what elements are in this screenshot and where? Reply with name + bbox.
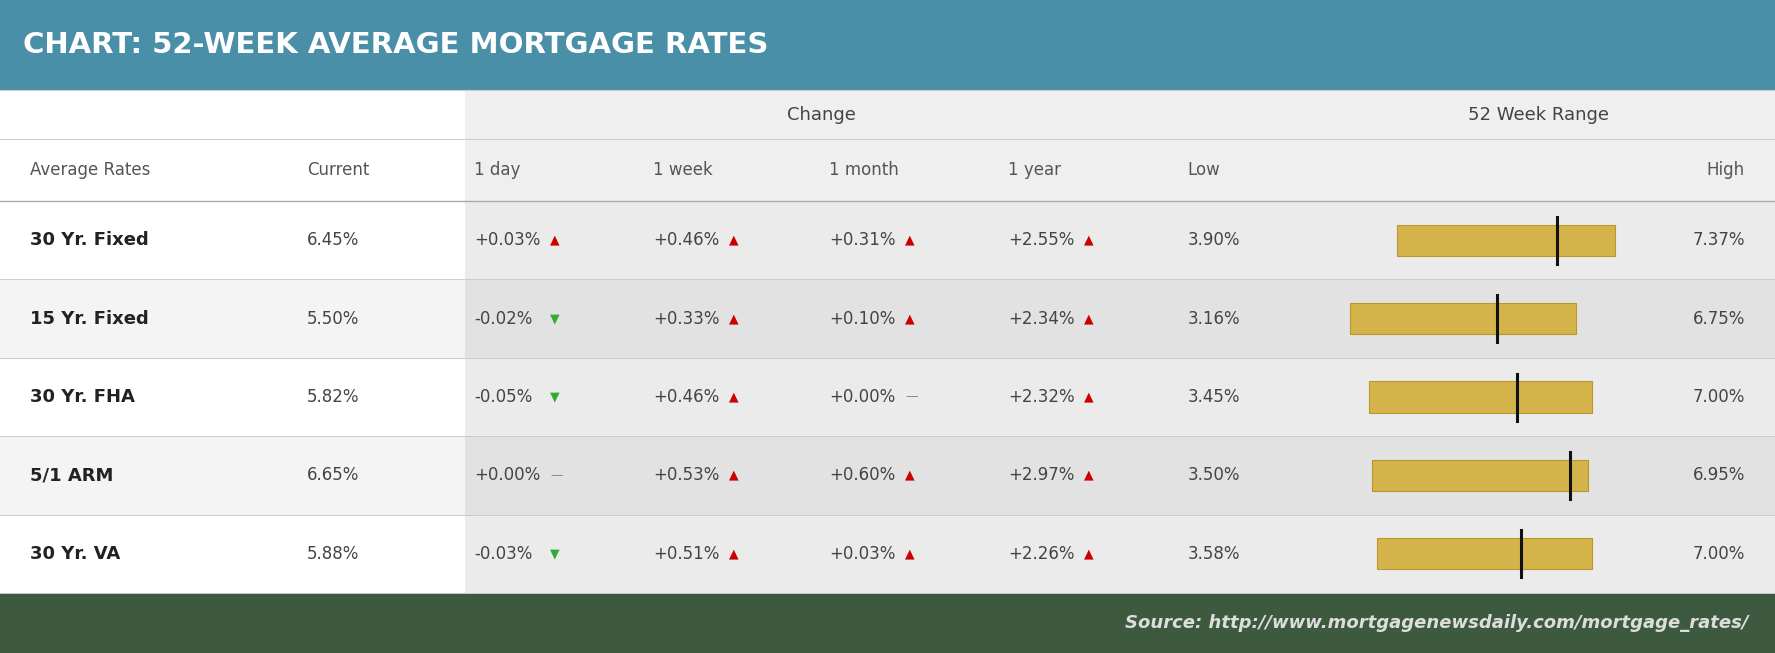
- FancyBboxPatch shape: [0, 358, 1775, 436]
- Text: ▲: ▲: [730, 469, 738, 482]
- Text: ▲: ▲: [1085, 469, 1093, 482]
- FancyBboxPatch shape: [465, 201, 1179, 279]
- Text: +0.03%: +0.03%: [474, 231, 540, 249]
- FancyBboxPatch shape: [1179, 436, 1775, 515]
- FancyBboxPatch shape: [1179, 358, 1775, 436]
- Text: 3.16%: 3.16%: [1187, 310, 1241, 328]
- Text: +2.32%: +2.32%: [1008, 388, 1076, 406]
- Text: 7.00%: 7.00%: [1692, 545, 1745, 563]
- Text: 1 month: 1 month: [829, 161, 898, 179]
- Text: +0.60%: +0.60%: [829, 466, 895, 485]
- FancyBboxPatch shape: [1179, 139, 1775, 201]
- Text: 30 Yr. FHA: 30 Yr. FHA: [30, 388, 135, 406]
- Text: 6.95%: 6.95%: [1692, 466, 1745, 485]
- FancyBboxPatch shape: [465, 515, 1179, 593]
- FancyBboxPatch shape: [0, 279, 1775, 358]
- Text: -0.05%: -0.05%: [474, 388, 532, 406]
- Text: ▲: ▲: [1085, 312, 1093, 325]
- FancyBboxPatch shape: [1369, 381, 1592, 413]
- Text: ▲: ▲: [730, 312, 738, 325]
- Text: 3.45%: 3.45%: [1187, 388, 1241, 406]
- FancyBboxPatch shape: [465, 358, 1179, 436]
- Text: +2.34%: +2.34%: [1008, 310, 1074, 328]
- Text: 30 Yr. VA: 30 Yr. VA: [30, 545, 121, 563]
- Text: +0.31%: +0.31%: [829, 231, 895, 249]
- Text: ▲: ▲: [1085, 234, 1093, 247]
- FancyBboxPatch shape: [1179, 279, 1775, 358]
- Text: High: High: [1708, 161, 1745, 179]
- Text: +2.97%: +2.97%: [1008, 466, 1074, 485]
- FancyBboxPatch shape: [0, 593, 1775, 653]
- Text: 1 day: 1 day: [474, 161, 520, 179]
- Text: 7.37%: 7.37%: [1692, 231, 1745, 249]
- Text: -0.03%: -0.03%: [474, 545, 532, 563]
- Text: -0.02%: -0.02%: [474, 310, 532, 328]
- Text: ▼: ▼: [550, 547, 559, 560]
- Text: Source: http://www.mortgagenewsdaily.com/mortgage_rates/: Source: http://www.mortgagenewsdaily.com…: [1125, 614, 1748, 632]
- Text: ▲: ▲: [550, 234, 559, 247]
- Text: Current: Current: [307, 161, 369, 179]
- FancyBboxPatch shape: [0, 90, 1775, 593]
- Text: +0.46%: +0.46%: [653, 231, 719, 249]
- Text: 6.75%: 6.75%: [1692, 310, 1745, 328]
- Text: Average Rates: Average Rates: [30, 161, 151, 179]
- Text: +0.00%: +0.00%: [829, 388, 895, 406]
- Text: +0.03%: +0.03%: [829, 545, 895, 563]
- Text: +0.00%: +0.00%: [474, 466, 540, 485]
- Text: ▼: ▼: [550, 312, 559, 325]
- FancyBboxPatch shape: [1377, 538, 1592, 569]
- Text: 5.50%: 5.50%: [307, 310, 360, 328]
- Text: +0.10%: +0.10%: [829, 310, 895, 328]
- FancyBboxPatch shape: [0, 436, 1775, 515]
- Text: ▼: ▼: [550, 390, 559, 404]
- Text: 3.58%: 3.58%: [1187, 545, 1241, 563]
- Text: 1 year: 1 year: [1008, 161, 1061, 179]
- FancyBboxPatch shape: [0, 201, 1775, 279]
- Text: 5/1 ARM: 5/1 ARM: [30, 466, 114, 485]
- Text: +0.46%: +0.46%: [653, 388, 719, 406]
- FancyBboxPatch shape: [0, 0, 1775, 90]
- Text: CHART: 52-WEEK AVERAGE MORTGAGE RATES: CHART: 52-WEEK AVERAGE MORTGAGE RATES: [23, 31, 769, 59]
- Text: 3.90%: 3.90%: [1187, 231, 1241, 249]
- Text: 30 Yr. Fixed: 30 Yr. Fixed: [30, 231, 149, 249]
- FancyBboxPatch shape: [1179, 515, 1775, 593]
- Text: Change: Change: [788, 106, 856, 123]
- Text: 1 week: 1 week: [653, 161, 714, 179]
- FancyBboxPatch shape: [1397, 225, 1615, 256]
- Text: ▲: ▲: [905, 234, 914, 247]
- FancyBboxPatch shape: [465, 139, 1179, 201]
- Text: ▲: ▲: [905, 469, 914, 482]
- Text: ▲: ▲: [905, 547, 914, 560]
- Text: Low: Low: [1187, 161, 1219, 179]
- Text: ▲: ▲: [1085, 390, 1093, 404]
- Text: 6.65%: 6.65%: [307, 466, 360, 485]
- Text: ▲: ▲: [730, 234, 738, 247]
- Text: 15 Yr. Fixed: 15 Yr. Fixed: [30, 310, 149, 328]
- FancyBboxPatch shape: [1372, 460, 1589, 491]
- FancyBboxPatch shape: [465, 90, 1179, 139]
- Text: 5.82%: 5.82%: [307, 388, 360, 406]
- Text: ▲: ▲: [1085, 547, 1093, 560]
- Text: 3.50%: 3.50%: [1187, 466, 1241, 485]
- FancyBboxPatch shape: [0, 515, 1775, 593]
- Text: —: —: [905, 390, 918, 404]
- Text: 5.88%: 5.88%: [307, 545, 360, 563]
- Text: ▲: ▲: [730, 390, 738, 404]
- FancyBboxPatch shape: [1179, 201, 1775, 279]
- Text: ▲: ▲: [730, 547, 738, 560]
- Text: +0.51%: +0.51%: [653, 545, 719, 563]
- FancyBboxPatch shape: [465, 436, 1179, 515]
- FancyBboxPatch shape: [465, 279, 1179, 358]
- Text: 7.00%: 7.00%: [1692, 388, 1745, 406]
- FancyBboxPatch shape: [1179, 90, 1775, 139]
- Text: +0.33%: +0.33%: [653, 310, 719, 328]
- Text: +2.55%: +2.55%: [1008, 231, 1074, 249]
- Text: +2.26%: +2.26%: [1008, 545, 1074, 563]
- FancyBboxPatch shape: [1351, 303, 1576, 334]
- Text: 6.45%: 6.45%: [307, 231, 360, 249]
- Text: —: —: [550, 469, 563, 482]
- Text: 52 Week Range: 52 Week Range: [1468, 106, 1608, 123]
- Text: ▲: ▲: [905, 312, 914, 325]
- Text: +0.53%: +0.53%: [653, 466, 719, 485]
